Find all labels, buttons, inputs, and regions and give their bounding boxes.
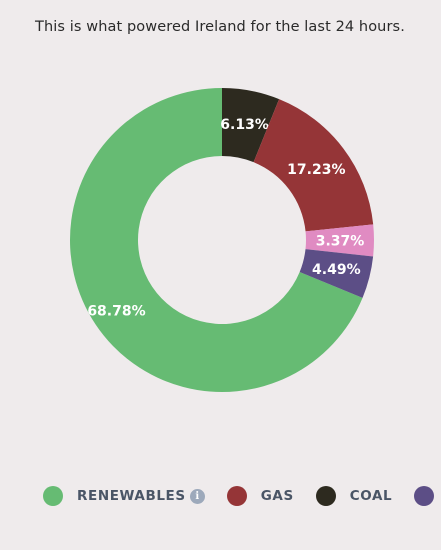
- chart-legend: RENEWABLES i GAS COAL: [43, 484, 441, 508]
- slice-coal[interactable]: [222, 88, 280, 163]
- legend-swatch-other: [414, 486, 435, 506]
- slice-label-other: 4.49%: [312, 262, 361, 278]
- slice-label-gas: 17.23%: [287, 162, 345, 178]
- donut-chart: 68.78% 6.13% 17.23% 3.37% 4.49%: [70, 88, 374, 392]
- legend-item-coal[interactable]: COAL: [315, 486, 393, 506]
- slice-renewables[interactable]: [70, 88, 363, 392]
- slice-label-renewables: 68.78%: [87, 304, 145, 320]
- chart-subtitle: This is what powered Ireland for the las…: [35, 19, 405, 35]
- legend-label-gas: GAS: [260, 488, 294, 504]
- legend-swatch-gas: [226, 486, 247, 506]
- slice-label-coal: 6.13%: [220, 117, 269, 133]
- legend-item-renewables[interactable]: RENEWABLES i: [43, 486, 205, 506]
- slice-label-imports: 3.37%: [316, 233, 365, 249]
- slice-gas[interactable]: [253, 99, 374, 232]
- info-icon[interactable]: i: [189, 488, 205, 504]
- legend-swatch-renewables: [43, 486, 63, 506]
- legend-label-renewables: RENEWABLES: [77, 488, 186, 504]
- slice-imports[interactable]: [305, 224, 374, 257]
- legend-item-gas[interactable]: GAS: [226, 486, 294, 506]
- slice-other[interactable]: [299, 249, 374, 298]
- legend-swatch-coal: [315, 486, 336, 506]
- legend-label-coal: COAL: [349, 488, 393, 504]
- legend-item-other[interactable]: [414, 486, 441, 506]
